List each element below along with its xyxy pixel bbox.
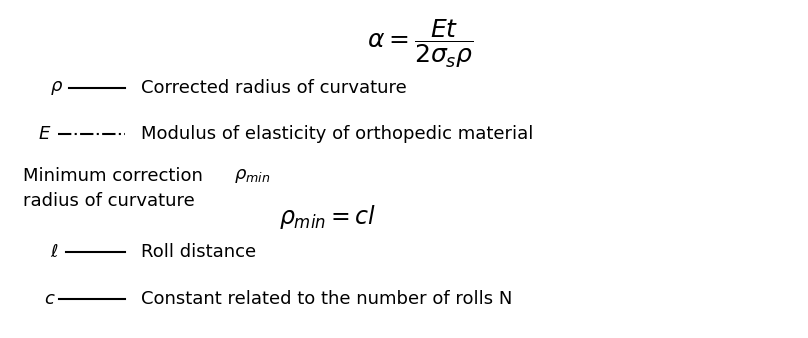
Text: $\alpha = \dfrac{Et}{2\sigma_s\rho}$: $\alpha = \dfrac{Et}{2\sigma_s\rho}$ [367, 17, 473, 70]
Text: Modulus of elasticity of orthopedic material: Modulus of elasticity of orthopedic mate… [141, 124, 534, 143]
Text: $\rho_{\mathit{min}}$: $\rho_{\mathit{min}}$ [234, 167, 271, 185]
Text: Corrected radius of curvature: Corrected radius of curvature [141, 79, 407, 97]
Text: $c$: $c$ [44, 290, 56, 308]
Text: $\rho$: $\rho$ [50, 79, 63, 97]
Text: Roll distance: Roll distance [141, 243, 256, 261]
Text: $\ell$: $\ell$ [50, 243, 59, 261]
Text: radius of curvature: radius of curvature [23, 192, 195, 210]
Text: $E$: $E$ [38, 124, 52, 143]
Text: Minimum correction: Minimum correction [23, 167, 203, 185]
Text: $\rho_{\mathit{min}}=cl$: $\rho_{\mathit{min}}=cl$ [279, 203, 376, 231]
Text: Constant related to the number of rolls N: Constant related to the number of rolls … [141, 290, 513, 308]
